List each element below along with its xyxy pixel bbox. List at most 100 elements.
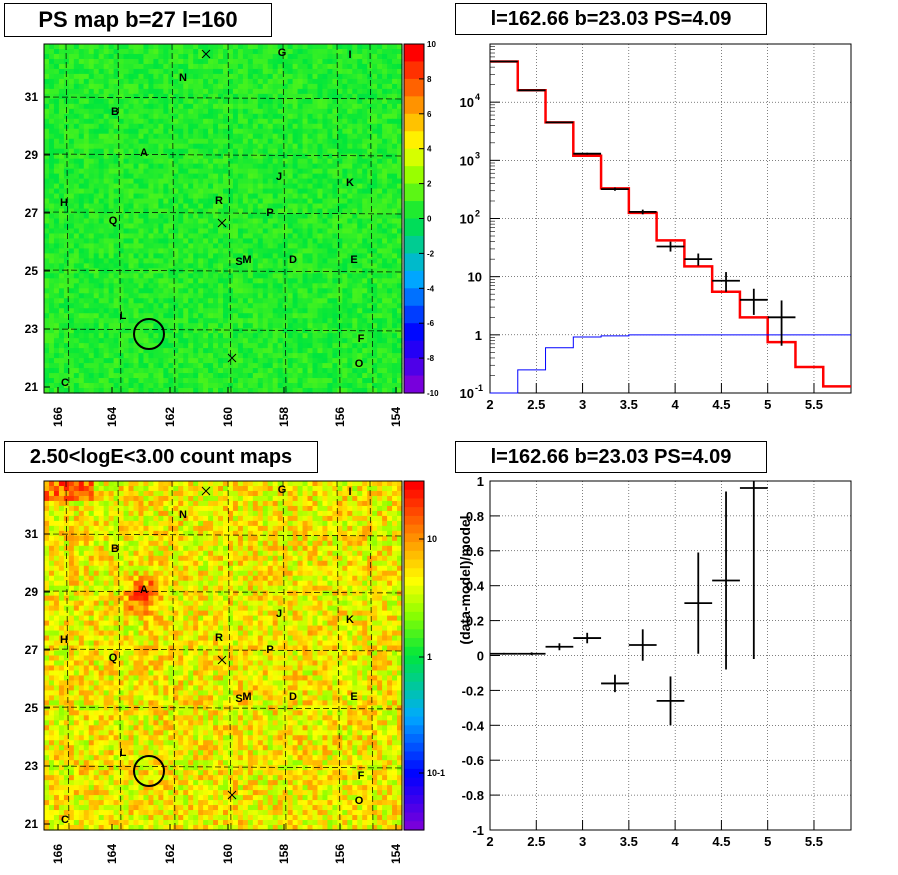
map-pixel [113,378,120,384]
map-pixel [68,208,75,215]
map-pixel [208,363,214,369]
map-pixel [48,158,55,165]
map-pixel [252,83,259,90]
map-pixel [88,128,95,135]
map-pixel [287,298,294,304]
map-pixel [237,298,244,304]
map-pixel [53,78,60,85]
map-pixel [178,58,184,65]
map-pixel [153,243,159,250]
map-pixel [302,208,309,215]
map-pixel [392,223,398,230]
map-pixel [242,328,249,334]
map-pixel [232,293,239,299]
map-pixel [213,133,219,140]
map-pixel [58,218,65,225]
map-pixel [63,278,70,284]
map-pixel [372,283,378,289]
map-pixel [218,348,224,354]
map-pixel [332,283,338,289]
map-pixel [252,48,259,55]
map-pixel [307,228,314,235]
map-pixel [292,73,299,80]
map-pixel [183,268,189,274]
map-pixel [292,223,299,230]
map-pixel [78,383,85,389]
map-pixel [227,288,234,294]
map-pixel [193,333,199,339]
map-pixel [113,98,120,105]
map-pixel [237,88,244,95]
map-pixel [277,318,284,324]
map-pixel [397,238,403,245]
map-pixel [272,63,279,70]
map-pixel [337,233,343,240]
map-pixel [148,143,154,150]
map-pixel [347,123,353,130]
map-pixel [367,228,373,235]
map-pixel [88,283,95,289]
map-pixel [242,353,249,359]
map-pixel [312,293,319,299]
map-pixel [252,193,259,200]
map-pixel [153,83,159,90]
map-pixel [262,363,269,369]
map-pixel [382,103,388,110]
map-pixel [232,228,239,235]
map-pixel [367,273,373,279]
map-pixel [83,163,90,170]
map-pixel [357,373,363,379]
map-pixel [128,163,135,170]
map-pixel [302,243,309,250]
map-pixel [198,53,204,60]
map-pixel [367,318,373,324]
map-pixel [118,278,125,284]
map-pixel [178,183,184,190]
map-pixel [332,173,338,180]
map-pixel [123,98,130,105]
map-pixel [297,318,304,324]
map-pixel [148,313,154,319]
map-pixel [257,348,264,354]
map-pixel [357,378,363,384]
map-pixel [292,263,299,269]
map-pixel [203,203,209,210]
map-pixel [48,163,55,170]
map-pixel [252,353,259,359]
map-pixel [317,333,324,339]
map-pixel [277,368,284,374]
map-pixel [367,263,373,269]
map-pixel [193,358,199,364]
map-pixel [277,118,284,125]
map-pixel [93,278,100,284]
map-pixel [262,178,269,185]
map-pixel [307,193,314,200]
map-pixel [292,143,299,150]
map-pixel [113,128,120,135]
map-pixel [312,128,319,135]
map-pixel [262,143,269,150]
map-pixel [262,188,269,195]
map-pixel [382,73,388,80]
map-pixel [262,333,269,339]
map-pixel [73,113,80,120]
map-pixel [113,308,120,314]
map-pixel [257,328,264,334]
map-pixel [148,68,154,75]
map-pixel [218,128,224,135]
map-pixel [277,193,284,200]
map-pixel [193,278,199,284]
map-pixel [387,73,393,80]
map-pixel [357,243,363,250]
map-pixel [227,53,234,60]
map-pixel [143,163,150,170]
map-pixel [302,73,309,80]
map-pixel [223,168,229,175]
map-pixel [302,193,309,200]
map-pixel [342,248,348,254]
map-pixel [387,48,393,55]
map-pixel [257,208,264,215]
map-pixel [213,198,219,205]
map-pixel [247,133,254,140]
map-pixel [158,363,164,369]
